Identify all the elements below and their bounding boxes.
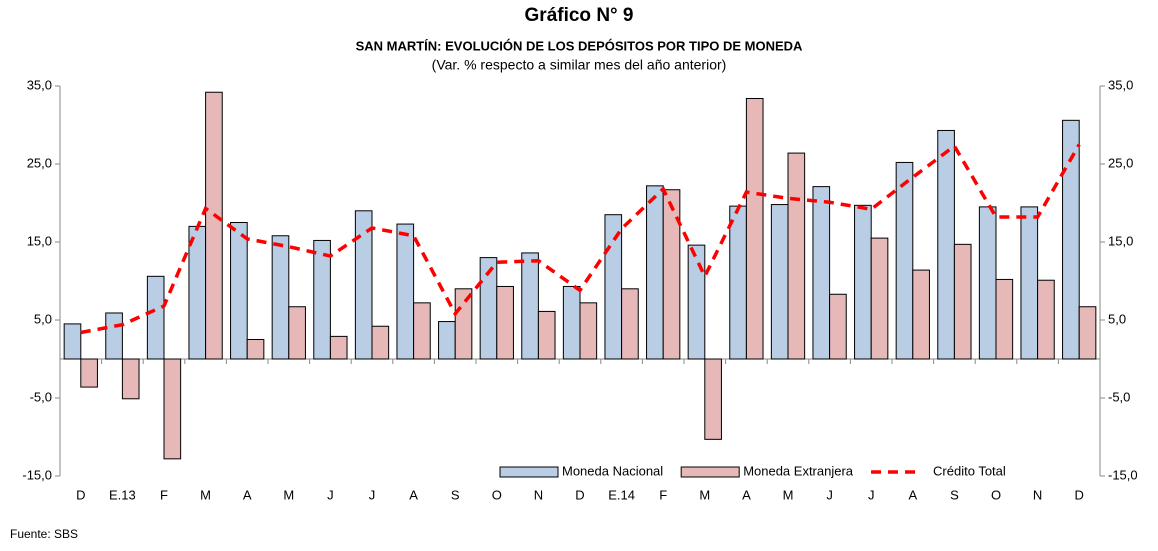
bar [205,91,223,360]
y2-tick-label: -5,0 [1108,389,1130,404]
y-tick-label: 25,0 [27,155,52,170]
bar [729,205,747,360]
bar [105,312,123,360]
bar [121,358,140,400]
y2-tick-label: 15,0 [1108,233,1133,248]
bar [687,244,706,360]
bar [870,237,889,360]
x-tick-label: S [950,487,959,502]
x-tick-label: N [534,487,543,502]
bar [745,97,764,360]
bar [621,288,639,360]
x-tick-label: A [243,487,252,502]
y-tick-label: -15,0 [22,467,52,482]
x-tick-label: J [868,487,875,502]
bar [371,325,390,360]
bar [995,278,1014,360]
bar [562,285,581,360]
bar [396,223,415,360]
legend-swatch [680,466,740,478]
bar [895,161,914,360]
x-tick-label: D [575,487,584,502]
x-tick-label: M [699,487,710,502]
bar [80,358,98,388]
bar [912,269,930,360]
y2-tick-label: 25,0 [1108,155,1133,170]
y2-tick-label: 5,0 [1108,311,1126,326]
y2-tick-label: 35,0 [1108,77,1133,92]
chart-subtitle: SAN MARTÍN: EVOLUCIÓN DE LOS DEPÓSITOS P… [356,38,803,53]
y-tick-label: 5,0 [34,311,52,326]
x-tick-label: O [492,487,502,502]
x-tick-label: M [283,487,294,502]
bar [579,302,598,360]
bar [63,323,82,360]
bar [188,225,207,360]
x-tick-label: A [908,487,917,502]
bar [1037,279,1055,360]
bar [329,335,348,360]
source: Fuente: SBS [10,527,78,541]
y-tick-label: 15,0 [27,233,52,248]
bar [246,339,265,360]
x-tick-label: J [369,487,376,502]
bar [454,288,473,360]
chart-title: Gráfico N° 9 [525,5,634,26]
x-tick-label: D [1075,487,1084,502]
bar [978,206,997,360]
x-tick-label: A [409,487,418,502]
bar [1078,306,1097,360]
x-tick-label: O [991,487,1001,502]
bar [146,275,165,360]
bar [770,204,789,360]
x-tick-label: J [327,487,334,502]
x-tick-label: A [742,487,751,502]
x-tick-label: N [1033,487,1042,502]
bar [163,358,182,460]
bar [496,285,514,360]
bar [354,210,373,360]
chart-note: (Var. % respecto a similar mes del año a… [432,57,727,73]
legend-label: Moneda Nacional [562,463,663,478]
line [80,143,1081,335]
x-tick-label: M [200,487,211,502]
y-tick-label: -5,0 [30,389,52,404]
bar [271,235,290,360]
bar [787,152,806,360]
bar [413,302,431,360]
bar [1062,119,1080,360]
x-tick-label: S [451,487,460,502]
bar [438,321,456,360]
x-tick-label: D [76,487,85,502]
bar [537,310,556,360]
bar [937,129,955,360]
x-tick-label: F [659,487,667,502]
y2-tick-label: -15,0 [1108,467,1138,482]
x-tick-label: E.14 [608,487,635,502]
bar [812,186,831,360]
x-tick-label: F [160,487,168,502]
bar [313,239,331,360]
x-tick-label: J [826,487,833,502]
bar [1020,206,1039,360]
legend-label: Moneda Extranjera [743,463,854,478]
bar [704,358,722,440]
bar [521,252,539,360]
bar [662,189,681,360]
bar [288,306,306,360]
bar [953,243,972,360]
legend-label: Crédito Total [933,463,1006,478]
y-tick-label: 35,0 [27,77,52,92]
bar [230,222,248,360]
x-tick-label: E.13 [109,487,136,502]
legend-swatch [499,466,559,478]
bar [854,204,872,360]
bar [829,293,847,360]
bar [646,185,664,360]
bar [604,214,623,360]
x-tick-label: M [783,487,794,502]
